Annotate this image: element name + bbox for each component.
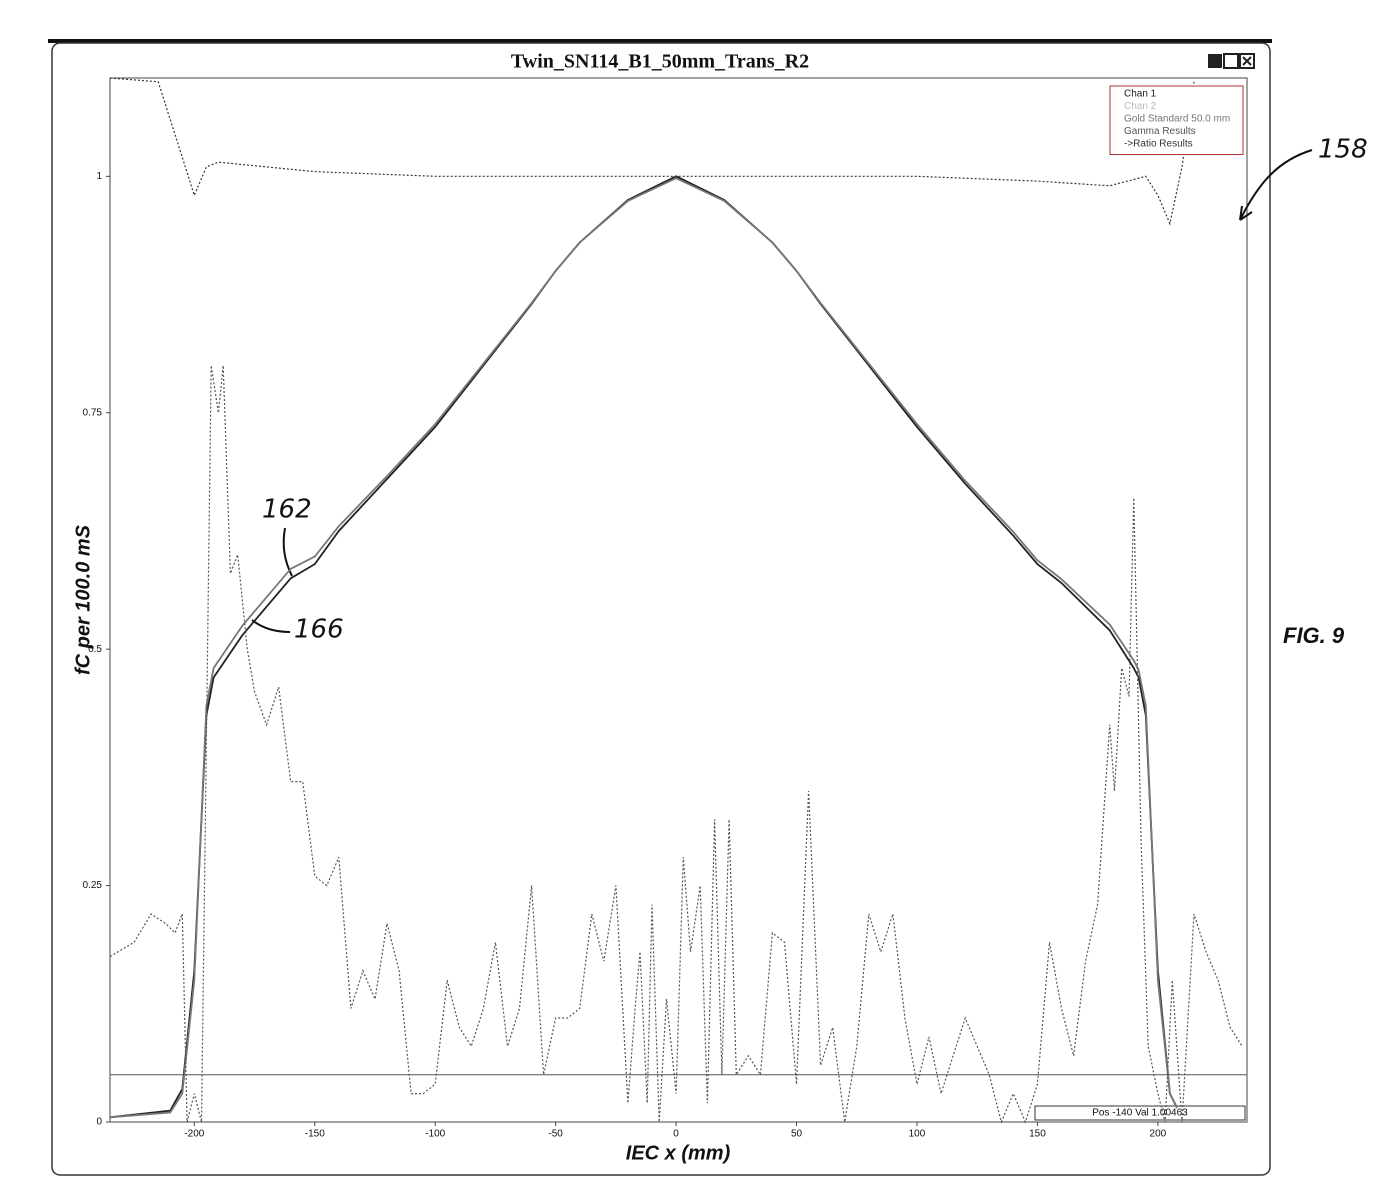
leader-line — [282, 527, 293, 577]
y-tick-label: 1 — [96, 171, 102, 182]
x-tick-label: 150 — [1029, 1129, 1046, 1140]
series-line — [109, 177, 1178, 1119]
x-tick-label: -150 — [305, 1129, 325, 1140]
annotation: 166 — [294, 615, 344, 645]
plot-area — [109, 77, 1248, 1123]
annotation: 162 — [262, 495, 312, 525]
close-icon — [1242, 56, 1252, 66]
x-axis-label: IEC x (mm) — [626, 1142, 731, 1164]
figure-label: FIG. 9 — [1283, 623, 1345, 648]
legend-entry: Gamma Results — [1124, 126, 1196, 137]
legend-entry: Chan 2 — [1124, 101, 1157, 112]
annotation-arrow — [1239, 149, 1313, 221]
y-axis-label: fC per 100.0 mS — [72, 524, 94, 675]
window-title: Twin_SN114_B1_50mm_Trans_R2 — [511, 51, 809, 73]
x-tick-label: 200 — [1150, 1129, 1167, 1140]
status-box — [1034, 1105, 1246, 1121]
legend-entry: Chan 1 — [1124, 89, 1157, 100]
restore-button[interactable] — [1223, 53, 1239, 69]
x-tick-label: -200 — [184, 1129, 204, 1140]
series-line — [109, 77, 1195, 226]
status-text: Pos -140 Val 1.00463 — [1092, 1108, 1188, 1119]
x-tick-label: -50 — [548, 1129, 563, 1140]
y-tick-label: 0 — [96, 1117, 102, 1128]
minimize-button[interactable] — [1208, 54, 1222, 68]
x-tick-label: 50 — [791, 1129, 803, 1140]
annotation: 158 — [1318, 135, 1368, 165]
x-tick-label: 100 — [909, 1129, 926, 1140]
legend-entry: Gold Standard 50.0 mm — [1124, 114, 1230, 125]
x-tick-label: -100 — [425, 1129, 445, 1140]
y-tick-label: 0.75 — [83, 407, 103, 418]
window-controls[interactable] — [1208, 53, 1255, 69]
legend-box — [1109, 85, 1244, 155]
window-frame — [51, 42, 1271, 1176]
y-tick-label: 0.25 — [83, 880, 103, 891]
x-tick-label: 0 — [673, 1129, 679, 1140]
legend-entry: ->Ratio Results — [1124, 139, 1193, 150]
y-tick-label: 0.5 — [88, 644, 102, 655]
